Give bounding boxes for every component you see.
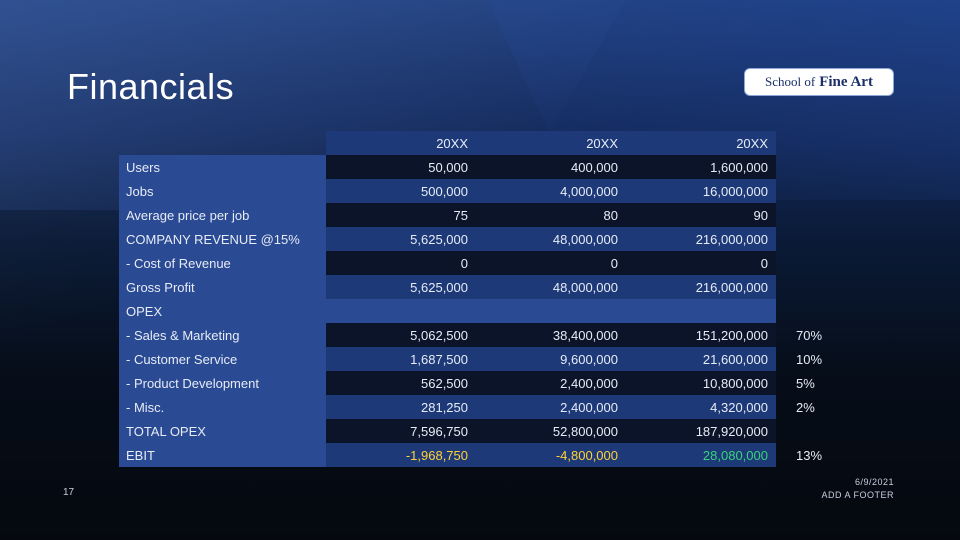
cell-value: 4,000,000 bbox=[476, 179, 626, 203]
cell-value: 400,000 bbox=[476, 155, 626, 179]
slide-footer: 6/9/2021 ADD A FOOTER bbox=[821, 476, 894, 502]
table-row: - Customer Service 1,687,500 9,600,000 2… bbox=[119, 347, 836, 371]
percent-value bbox=[776, 179, 836, 203]
cell-value: 500,000 bbox=[326, 179, 476, 203]
cell-value: 16,000,000 bbox=[626, 179, 776, 203]
cell-value: 21,600,000 bbox=[626, 347, 776, 371]
row-label: Jobs bbox=[119, 179, 326, 203]
table-row: Users 50,000 400,000 1,600,000 bbox=[119, 155, 836, 179]
cell-value: 151,200,000 bbox=[626, 323, 776, 347]
percent-value: 13% bbox=[796, 447, 823, 463]
cell-value: 80 bbox=[476, 203, 626, 227]
footer-date: 6/9/2021 bbox=[854, 477, 894, 487]
footer-text: ADD A FOOTER bbox=[821, 490, 894, 500]
row-label: Gross Profit bbox=[119, 275, 326, 299]
school-logo: School of Fine Art bbox=[744, 68, 894, 96]
cell-value bbox=[476, 299, 626, 323]
percent-value bbox=[776, 275, 836, 299]
row-label: - Product Development bbox=[119, 371, 326, 395]
financials-table: 20XX 20XX 20XX Users 50,000 400,000 1,60… bbox=[119, 131, 836, 467]
cell-value: 7,596,750 bbox=[326, 419, 476, 443]
logo-name: Fine Art bbox=[819, 73, 873, 90]
cell-value: 75 bbox=[326, 203, 476, 227]
cell-value: 4,320,000 bbox=[626, 395, 776, 419]
cell-value: 562,500 bbox=[326, 371, 476, 395]
cell-value: 9,600,000 bbox=[476, 347, 626, 371]
percent-value: 5% bbox=[796, 375, 815, 391]
cell-value: 216,000,000 bbox=[626, 275, 776, 299]
cell-value: 0 bbox=[626, 251, 776, 275]
table-row: TOTAL OPEX 7,596,750 52,800,000 187,920,… bbox=[119, 419, 836, 443]
section-header-row: OPEX bbox=[119, 299, 836, 323]
cell-value: 281,250 bbox=[326, 395, 476, 419]
percent-value bbox=[776, 227, 836, 251]
cell-value: 48,000,000 bbox=[476, 275, 626, 299]
percent-value bbox=[776, 155, 836, 179]
percent-value: 2% bbox=[796, 399, 815, 415]
row-label: - Customer Service bbox=[119, 347, 326, 371]
logo-prefix: School of bbox=[765, 74, 816, 89]
slide-title: Financials bbox=[67, 66, 235, 107]
cell-value: 28,080,000 bbox=[626, 443, 776, 467]
table-row: - Cost of Revenue 0 0 0 bbox=[119, 251, 836, 275]
cell-value: 1,600,000 bbox=[626, 155, 776, 179]
percent-value bbox=[776, 299, 836, 323]
table-row-ebit: EBIT -1,968,750 -4,800,000 28,080,000 13… bbox=[119, 443, 836, 467]
column-header: 20XX bbox=[626, 131, 776, 155]
cell-value: 5,062,500 bbox=[326, 323, 476, 347]
row-label: - Cost of Revenue bbox=[119, 251, 326, 275]
page-number: 17 bbox=[63, 487, 75, 498]
cell-value bbox=[626, 299, 776, 323]
cell-value: -4,800,000 bbox=[476, 443, 626, 467]
cell-value: 216,000,000 bbox=[626, 227, 776, 251]
percent-value bbox=[776, 203, 836, 227]
table-row: - Sales & Marketing 5,062,500 38,400,000… bbox=[119, 323, 836, 347]
header-row: 20XX 20XX 20XX bbox=[119, 131, 836, 155]
table-row: Jobs 500,000 4,000,000 16,000,000 bbox=[119, 179, 836, 203]
cell-value: 5,625,000 bbox=[326, 227, 476, 251]
cell-value: 2,400,000 bbox=[476, 395, 626, 419]
percent-value bbox=[776, 419, 836, 443]
row-label: COMPANY REVENUE @15% bbox=[119, 227, 326, 251]
row-label: Users bbox=[119, 155, 326, 179]
cell-value: 48,000,000 bbox=[476, 227, 626, 251]
row-label: - Sales & Marketing bbox=[119, 323, 326, 347]
table-row: COMPANY REVENUE @15% 5,625,000 48,000,00… bbox=[119, 227, 836, 251]
cell-value: 50,000 bbox=[326, 155, 476, 179]
table-row: - Misc. 281,250 2,400,000 4,320,000 2% bbox=[119, 395, 836, 419]
table-row: - Product Development 562,500 2,400,000 … bbox=[119, 371, 836, 395]
column-header: 20XX bbox=[476, 131, 626, 155]
cell-value: 0 bbox=[326, 251, 476, 275]
percent-value bbox=[776, 251, 836, 275]
section-label: OPEX bbox=[119, 299, 326, 323]
cell-value: 1,687,500 bbox=[326, 347, 476, 371]
row-label: TOTAL OPEX bbox=[119, 419, 326, 443]
row-label: - Misc. bbox=[119, 395, 326, 419]
cell-value: 90 bbox=[626, 203, 776, 227]
table-row: Average price per job 75 80 90 bbox=[119, 203, 836, 227]
cell-value: 0 bbox=[476, 251, 626, 275]
cell-value: 38,400,000 bbox=[476, 323, 626, 347]
table-row: Gross Profit 5,625,000 48,000,000 216,00… bbox=[119, 275, 836, 299]
cell-value bbox=[326, 299, 476, 323]
cell-value: 2,400,000 bbox=[476, 371, 626, 395]
row-label: Average price per job bbox=[119, 203, 326, 227]
cell-value: -1,968,750 bbox=[326, 443, 476, 467]
header-label-cell bbox=[119, 131, 326, 155]
cell-value: 10,800,000 bbox=[626, 371, 776, 395]
column-header: 20XX bbox=[326, 131, 476, 155]
cell-value: 187,920,000 bbox=[626, 419, 776, 443]
cell-value: 52,800,000 bbox=[476, 419, 626, 443]
row-label: EBIT bbox=[119, 443, 326, 467]
percent-value: 10% bbox=[796, 351, 823, 367]
percent-value: 70% bbox=[796, 327, 823, 343]
cell-value: 5,625,000 bbox=[326, 275, 476, 299]
